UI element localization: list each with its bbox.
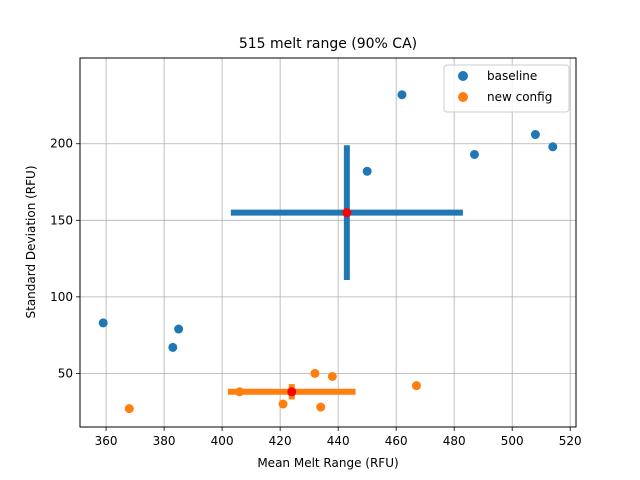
x-tick-label: 420 (269, 434, 292, 448)
point-baseline (397, 90, 407, 100)
x-axis-label: Mean Melt Range (RFU) (257, 456, 398, 470)
x-tick-label: 360 (95, 434, 118, 448)
point-new-config (235, 387, 245, 397)
x-tick-label: 400 (211, 434, 234, 448)
x-tick-label: 440 (327, 434, 350, 448)
point-new-config (316, 402, 326, 412)
legend-box (443, 64, 570, 113)
legend: baseline new config (443, 64, 570, 113)
y-tick-label: 200 (50, 137, 73, 151)
point-baseline (168, 342, 178, 352)
x-tick-label: 480 (443, 434, 466, 448)
legend-marker-baseline (458, 71, 468, 81)
plot-frame (79, 57, 577, 428)
y-axis-label: Standard Deviation (RFU) (24, 165, 38, 318)
point-new-config (310, 368, 320, 378)
mean-marker-baseline (342, 208, 352, 218)
point-new-config (278, 399, 288, 409)
point-baseline (548, 142, 558, 152)
mean-marker-new-config (287, 387, 297, 397)
point-baseline (469, 149, 479, 159)
x-tick-label: 500 (501, 434, 524, 448)
point-new-config (327, 371, 337, 381)
legend-label-baseline: baseline (487, 69, 537, 83)
data-points (98, 90, 558, 414)
y-tick-label: 50 (58, 366, 73, 380)
point-baseline (530, 130, 540, 140)
x-tick-label: 380 (153, 434, 176, 448)
y-tick-label: 150 (50, 213, 73, 227)
y-tick-label: 100 (50, 290, 73, 304)
x-tick-label: 520 (559, 434, 582, 448)
point-new-config (411, 381, 421, 391)
plot-background (80, 58, 576, 427)
grid-lines (80, 58, 576, 427)
legend-marker-new-config (458, 92, 468, 102)
y-axis-ticks: 50 100 150 200 (50, 137, 80, 380)
legend-label-new-config: new config (487, 90, 552, 104)
point-new-config (124, 404, 134, 414)
point-baseline (174, 324, 184, 334)
point-baseline (362, 166, 372, 176)
chart-title: 515 melt range (90% CA) (239, 36, 417, 52)
x-tick-label: 460 (385, 434, 408, 448)
point-baseline (98, 318, 108, 328)
x-axis-ticks: 360 380 400 420 440 460 480 500 520 (95, 427, 582, 448)
